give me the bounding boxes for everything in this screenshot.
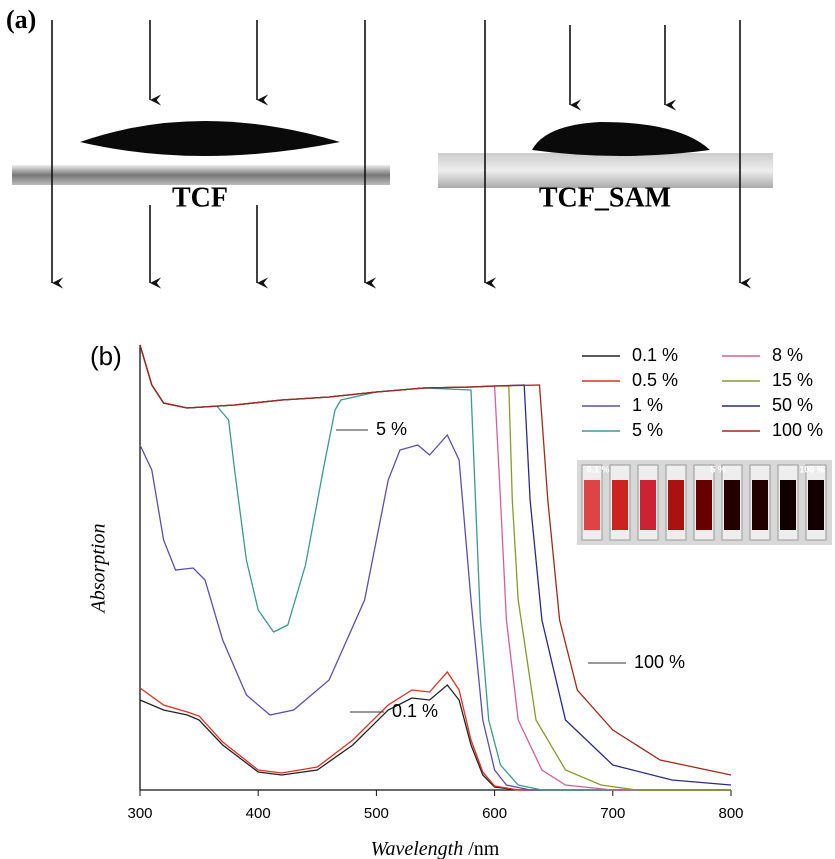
legend-label: 100 % [772, 420, 823, 440]
series-line [139, 670, 731, 791]
x-tick-label: 800 [718, 805, 743, 822]
x-tick-label: 700 [600, 805, 625, 822]
vial-liquid [752, 480, 768, 530]
vial-liquid [780, 480, 796, 530]
inset-label: 0.1 % [586, 464, 609, 474]
legend-label: 8 % [772, 345, 803, 365]
series-line [139, 344, 732, 776]
legend-label: 50 % [772, 395, 813, 415]
vial-liquid [724, 480, 740, 530]
x-tick-label: 400 [246, 805, 271, 822]
vial-liquid [808, 480, 824, 530]
legend-label: 0.1 % [632, 345, 678, 365]
legend-label: 1 % [632, 395, 663, 415]
annotation: 100 % [634, 652, 685, 672]
y-axis-label: Absorption [88, 524, 110, 615]
x-tick-label: 300 [127, 805, 152, 822]
vial-liquid [696, 480, 712, 530]
caption: TCF [172, 182, 228, 213]
vial-liquid [668, 480, 684, 530]
x-axis-label: Wavelength /nm [371, 838, 500, 859]
droplet [80, 121, 340, 156]
inset-photo: 0.1 % 5 % 100 % [577, 460, 832, 545]
substrate [438, 153, 773, 188]
annotation: 5 % [376, 419, 407, 439]
x-tick-label: 600 [482, 805, 507, 822]
vial-liquid [584, 480, 600, 530]
inset-label: 5 % [710, 464, 726, 474]
series-line [139, 433, 731, 791]
x-tick-label: 500 [364, 805, 389, 822]
series-line [139, 684, 731, 791]
panel-label: (b) [90, 341, 122, 371]
substrate [12, 165, 390, 185]
caption: TCF_SAM [539, 182, 671, 213]
legend-label: 5 % [632, 420, 663, 440]
vial-liquid [640, 480, 656, 530]
legend-label: 15 % [772, 370, 813, 390]
panel-label: (a) [6, 5, 36, 34]
arrows [51, 20, 752, 289]
legend-label: 0.5 % [632, 370, 678, 390]
annotation: 0.1 % [392, 701, 438, 721]
inset-label: 100 % [799, 464, 825, 474]
droplet [532, 122, 710, 156]
vial-liquid [612, 480, 628, 530]
